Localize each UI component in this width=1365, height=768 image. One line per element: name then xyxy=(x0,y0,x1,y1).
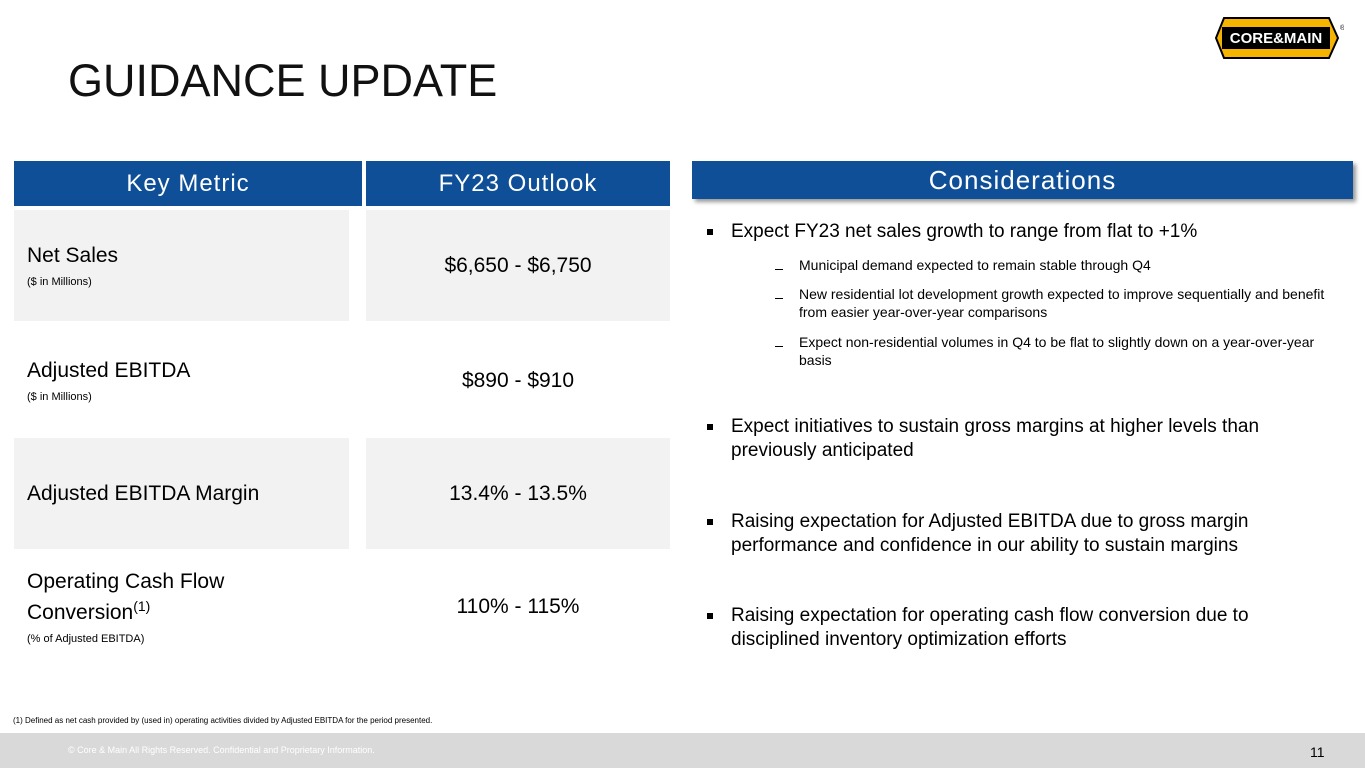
table-header: FY23 Outlook xyxy=(366,161,670,206)
bullet: Expect FY23 net sales growth to range fr… xyxy=(707,220,1321,244)
metric: Adjusted EBITDA Margin xyxy=(27,481,349,506)
bullet: Raising expectation for Adjusted EBITDA … xyxy=(707,510,1321,558)
logo-mark: ® xyxy=(1340,24,1344,32)
metric-label: Operating Cash Flow Conversion xyxy=(27,569,225,624)
table-header: Key Metric xyxy=(14,161,362,206)
considerations-header: Considerations xyxy=(692,161,1353,199)
page-number: 11 xyxy=(1310,744,1325,760)
footnote: (1) Defined as net cash provided by (use… xyxy=(13,716,433,725)
outlook: 13.4% - 13.5% xyxy=(366,438,670,549)
metric-note: (% of Adjusted EBITDA) xyxy=(27,632,145,645)
metric-cell: Net Sales ($ in Millions) xyxy=(14,210,349,321)
metric-cell: Adjusted EBITDA ($ in Millions) xyxy=(14,325,349,436)
copyright: © Core & Main All Rights Reserved. Confi… xyxy=(68,745,375,755)
bullet: Expect initiatives to sustain gross marg… xyxy=(707,415,1321,463)
metric: Net Sales xyxy=(27,243,349,268)
logo: CORE&MAIN ® xyxy=(1214,17,1344,59)
metric: Operating Cash Flow Conversion(1) xyxy=(27,569,349,625)
footer-bar xyxy=(0,733,1365,768)
sub-bullet: Municipal demand expected to remain stab… xyxy=(775,256,1339,274)
metric-label: Net Sales xyxy=(27,244,119,267)
metric: Adjusted EBITDA xyxy=(27,358,349,383)
outlook: 110% - 115% xyxy=(366,551,670,662)
metric-label: Adjusted EBITDA xyxy=(27,359,191,382)
metric-cell: Adjusted EBITDA Margin xyxy=(14,438,349,549)
outlook: $890 - $910 xyxy=(366,325,670,436)
metric-cell: Operating Cash Flow Conversion(1) (% of A… xyxy=(14,551,349,662)
superscript: (1) xyxy=(133,597,151,614)
metric-label: Adjusted EBITDA Margin xyxy=(27,482,260,505)
logo-text: CORE&MAIN xyxy=(1230,30,1323,47)
title: GUIDANCE UPDATE xyxy=(68,55,498,106)
outlook: $6,650 - $6,750 xyxy=(366,210,670,321)
bullet: Raising expectation for operating cash f… xyxy=(707,604,1321,652)
metric-note: ($ in Millions) xyxy=(27,276,92,288)
sub-bullet: Expect non-residential volumes in Q4 to … xyxy=(775,333,1339,369)
metric-note: ($ in Millions) xyxy=(27,391,92,403)
sub-bullet: New residential lot development growth e… xyxy=(775,285,1339,321)
